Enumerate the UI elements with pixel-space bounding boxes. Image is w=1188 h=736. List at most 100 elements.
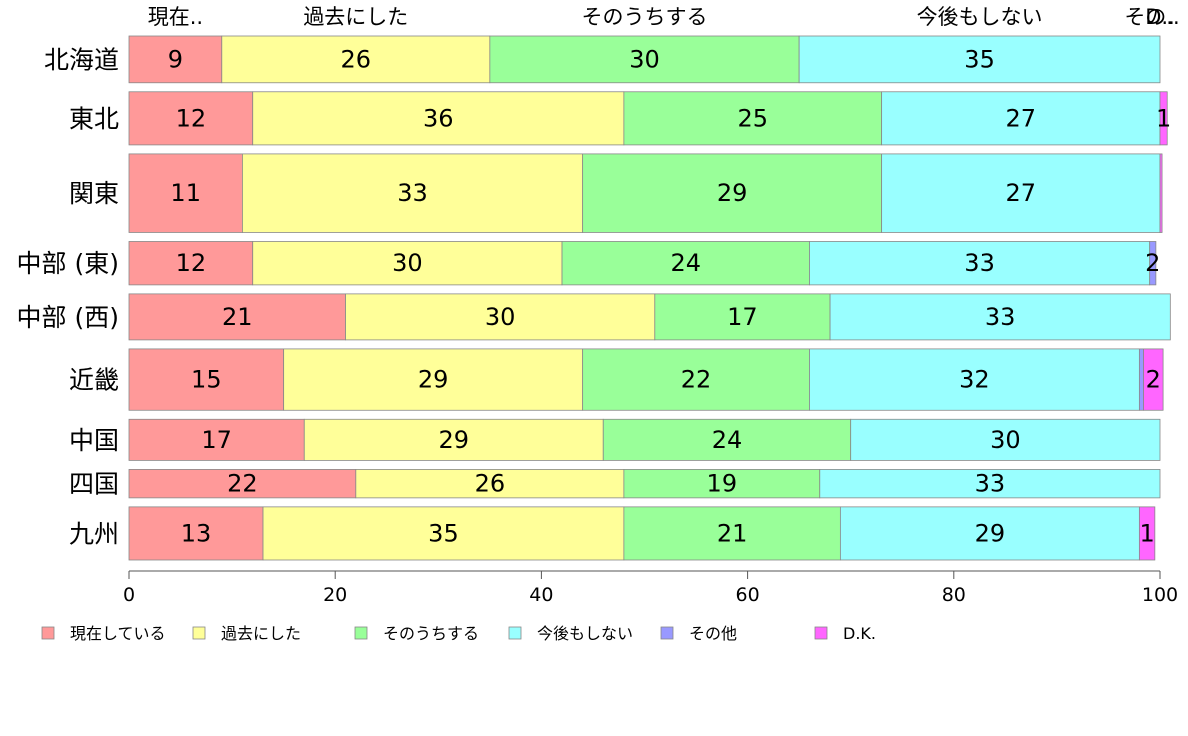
bar-segment: [839, 506, 1140, 561]
bar-segment: [128, 153, 243, 233]
data-label: 24: [670, 249, 701, 277]
x-tick-label: 100: [1142, 584, 1178, 606]
data-label: 26: [341, 45, 372, 73]
data-label: 24: [712, 426, 743, 454]
bar-segment: [850, 418, 1161, 461]
bar-segment: [1149, 241, 1157, 286]
data-label: 15: [191, 366, 222, 394]
data-label: 19: [707, 470, 738, 498]
bar-segment: [1138, 348, 1144, 411]
data-label: 21: [717, 519, 748, 547]
x-tick-label: 80: [942, 584, 966, 606]
bar-segment: [128, 293, 346, 341]
data-label: 11: [170, 179, 201, 207]
category-label: 東北: [69, 104, 119, 133]
bar-segment: [881, 153, 1161, 233]
legend-swatch: [192, 626, 206, 640]
data-label: 32: [959, 366, 990, 394]
legend-swatch: [354, 626, 368, 640]
bar-segment: [582, 348, 810, 411]
top-series-label: 過去にした: [303, 5, 408, 29]
top-series-label: その..: [1124, 5, 1179, 29]
data-label: 9: [168, 45, 183, 73]
legend-swatch: [508, 626, 522, 640]
bar-segment: [582, 153, 883, 233]
bar-segment: [623, 91, 883, 146]
data-label: 25: [737, 104, 768, 132]
bar-segment: [1159, 153, 1163, 233]
category-label: 九州: [69, 519, 119, 548]
category-label: 中部 (西): [17, 303, 119, 332]
category-label: 関東: [69, 179, 119, 208]
x-axis: 0 20 40 60 80 100: [123, 570, 1178, 606]
bar-segment: [242, 153, 584, 233]
bar-segment: [252, 91, 625, 146]
data-label: 30: [629, 45, 660, 73]
legend-label: その他: [689, 624, 737, 643]
bar-segment: [128, 348, 285, 411]
top-series-label: D..: [1145, 5, 1175, 29]
data-label: 2: [1146, 366, 1161, 394]
data-label: 22: [227, 470, 258, 498]
data-label: 27: [1006, 104, 1037, 132]
data-label: 29: [418, 366, 449, 394]
legend-swatch: [41, 626, 55, 640]
data-label: 35: [964, 45, 995, 73]
data-label: 21: [222, 303, 253, 331]
bar-segment: [654, 293, 831, 341]
category-label: 北海道: [44, 45, 119, 74]
legend-label: 現在している: [70, 624, 166, 643]
data-label: 26: [475, 470, 506, 498]
data-label: 22: [681, 366, 712, 394]
top-series-label: 今後もしない: [917, 5, 1043, 29]
category-label: 四国: [69, 470, 119, 499]
legend-label: 今後もしない: [537, 624, 633, 643]
bar-segment: [128, 418, 305, 461]
x-tick-label: 40: [529, 584, 553, 606]
bar-segment: [1159, 91, 1168, 146]
bar-segment: [262, 506, 625, 561]
bar-segment: [489, 35, 800, 84]
data-label: 29: [717, 179, 748, 207]
bar-segment: [561, 241, 810, 286]
data-label: 29: [438, 426, 469, 454]
bar-segment: [303, 418, 604, 461]
data-label: 33: [975, 470, 1006, 498]
legend-swatch: [660, 626, 674, 640]
bar-segment: [623, 469, 821, 499]
top-label-group: 現在.. 過去にした そのうちする 今後もしない その..D..: [148, 5, 1180, 29]
category-label: 中部 (東): [17, 249, 119, 278]
bar-segment: [819, 469, 1161, 499]
data-label: 1: [1139, 519, 1154, 547]
top-series-label: 現在..: [148, 5, 203, 29]
bar-segment: [128, 506, 264, 561]
bar-segment: [128, 35, 223, 84]
data-label: 2: [1145, 249, 1160, 277]
bar-segment: [283, 348, 584, 411]
bar-segment: [623, 506, 841, 561]
data-label: 30: [392, 249, 423, 277]
bar-segment: [798, 35, 1161, 84]
data-label: 35: [428, 519, 459, 547]
bar-segment: [1138, 506, 1156, 561]
x-tick-label: 0: [123, 584, 135, 606]
legend-label: 過去にした: [221, 624, 301, 643]
bar-segment: [829, 293, 1171, 341]
bar-segment: [809, 241, 1151, 286]
data-label: 30: [485, 303, 516, 331]
data-label: 30: [990, 426, 1021, 454]
x-tick-label: 20: [323, 584, 347, 606]
data-label: 1: [1156, 104, 1171, 132]
bar-segment: [128, 91, 254, 146]
bar-segment: [602, 418, 852, 461]
data-label: 33: [397, 179, 428, 207]
legend-label: そのうちする: [383, 624, 479, 643]
data-label: 12: [176, 104, 207, 132]
legend-label: D.K.: [843, 624, 876, 643]
data-label: 36: [423, 104, 454, 132]
data-label: 17: [727, 303, 758, 331]
data-label: 33: [985, 303, 1016, 331]
category-label: 中国: [69, 426, 119, 455]
